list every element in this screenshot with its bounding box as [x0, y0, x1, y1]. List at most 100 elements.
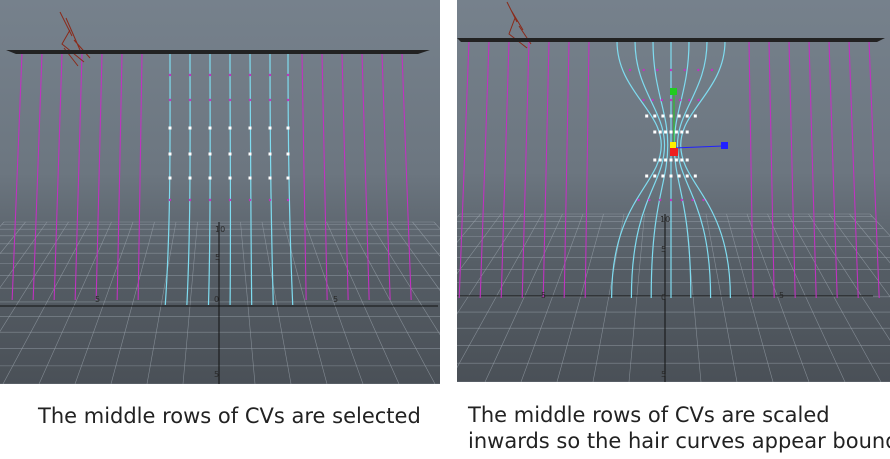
grid-line — [705, 213, 738, 382]
scaled-cv — [685, 174, 689, 178]
grid-line — [240, 221, 256, 384]
hair-curve — [680, 40, 731, 299]
guide-curve — [137, 52, 143, 301]
cv-point — [642, 98, 645, 102]
hair-curve — [630, 40, 666, 299]
scaled-cv — [664, 130, 668, 134]
caption-right-line-2: inwards so the hair curves appear bound — [468, 429, 890, 453]
cv-point — [248, 198, 252, 202]
grid-line — [457, 213, 502, 275]
selected-cv — [188, 176, 192, 180]
caption-right-line-1: The middle rows of CVs are scaled — [468, 403, 830, 427]
scribble-mark — [506, 1, 532, 49]
selected-cv — [268, 152, 272, 156]
grid-line — [0, 221, 26, 255]
grid-line — [347, 221, 436, 384]
cv-point — [659, 198, 662, 202]
manip-y-handle[interactable] — [670, 88, 677, 95]
grid-line — [457, 213, 481, 243]
grid-label-bottom: 5 — [214, 370, 219, 379]
grid-line — [828, 213, 890, 298]
guide-curve — [808, 40, 817, 299]
top-rod — [6, 50, 430, 54]
grid-line — [628, 213, 645, 382]
hair-curve — [650, 40, 669, 299]
guide-curve — [521, 40, 530, 299]
manip-z-handle[interactable] — [670, 148, 678, 156]
grid-label-origin: 0 — [214, 295, 219, 304]
cv-point — [188, 198, 192, 202]
viewport-left[interactable]: 10 5 0 5 5 5 — [0, 0, 440, 384]
cv-point — [628, 68, 632, 72]
cv-point — [208, 98, 212, 102]
grid-line — [2, 221, 91, 384]
guide-curve — [341, 52, 349, 301]
grid-line — [74, 221, 134, 384]
grid-line — [261, 221, 292, 384]
grid-label-top: 10 — [660, 215, 670, 224]
scaled-cv — [674, 158, 678, 162]
guide-curve — [321, 52, 328, 301]
scene-right: 10 5 0 5 5 5 — [457, 1, 890, 382]
cv-point — [268, 198, 272, 202]
scaled-cv — [677, 174, 681, 178]
cv-point — [669, 198, 673, 202]
grid-line — [767, 213, 846, 382]
cv-point — [268, 98, 272, 102]
hair-curve — [164, 52, 171, 306]
grid-line — [433, 221, 440, 230]
cv-point — [683, 68, 686, 72]
scaled-cv — [669, 130, 673, 134]
cv-point — [680, 198, 683, 202]
selected-cv — [188, 152, 192, 156]
grid-line — [556, 213, 604, 382]
cv-point — [168, 98, 172, 102]
scaled-cv — [653, 158, 657, 162]
cv-point — [268, 73, 272, 77]
cv-point — [228, 98, 232, 102]
scene-left: 10 5 0 5 5 5 — [0, 11, 440, 384]
guide-curve — [584, 40, 590, 299]
grid-line — [457, 213, 522, 315]
scaled-cv — [674, 130, 678, 134]
scaled-cv — [693, 114, 697, 118]
manip-x-handle[interactable] — [721, 142, 728, 149]
scaled-cv — [661, 114, 665, 118]
cv-point — [228, 73, 232, 77]
guide-curves — [11, 52, 412, 301]
guide-curve — [381, 52, 391, 301]
cv-point — [286, 198, 290, 202]
scaled-cv — [685, 158, 689, 162]
grid-line — [390, 221, 440, 291]
scaled-cv — [669, 158, 673, 162]
hair-curve — [207, 52, 211, 306]
hair-curves — [164, 52, 294, 306]
grid-line — [726, 213, 774, 382]
guide-curve — [11, 52, 23, 301]
selected-cv — [268, 126, 272, 130]
selected-cv — [208, 176, 212, 180]
grid-line — [0, 221, 69, 332]
hair-curve — [269, 52, 274, 306]
cv-point — [208, 73, 212, 77]
hair-curve — [673, 40, 692, 299]
grid-line — [0, 221, 48, 289]
grid-line — [146, 221, 177, 384]
selected-cv — [286, 176, 290, 180]
scaled-cv — [661, 174, 665, 178]
grid-line — [326, 221, 400, 384]
viewport-right[interactable]: 10 5 0 5 5 5 — [457, 0, 890, 382]
manip-center-handle[interactable] — [670, 142, 676, 148]
grid-line — [369, 221, 440, 336]
selected-cv — [248, 176, 252, 180]
grid-label-left: 5 — [95, 295, 100, 304]
guide-curve — [500, 40, 510, 299]
cv-point — [697, 68, 700, 72]
cv-point — [168, 73, 172, 77]
cv-point — [248, 98, 252, 102]
scale-manipulator[interactable] — [670, 88, 728, 156]
selected-cvs — [168, 73, 290, 202]
cv-point — [660, 98, 664, 102]
grid-line — [746, 213, 810, 382]
selected-cv — [228, 126, 232, 130]
